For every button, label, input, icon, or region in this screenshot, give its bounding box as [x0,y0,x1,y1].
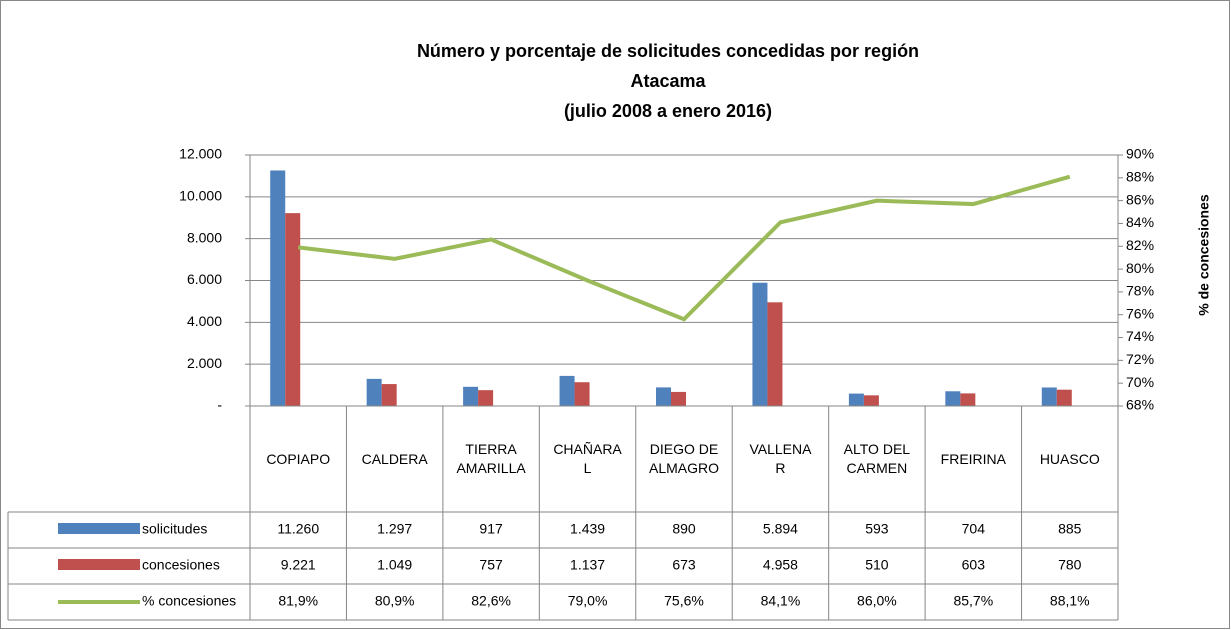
y2-axis-label: % de concesiones [1196,194,1212,316]
y2-tick-label: 76% [1126,305,1154,321]
bar [767,302,783,406]
bar [463,386,479,406]
category-cell: FREIRINA [940,450,1006,467]
table-value: 1.049 [377,557,412,573]
category-cell: TIERRA AMARILLA [456,441,526,476]
table-value: 9.221 [281,557,316,573]
table-value: 1.137 [570,557,605,573]
y2-tick-label: 90% [1126,146,1154,162]
x-tick-label: DIEGO DE ALMAGRO [648,441,719,476]
y2-tick-label: 80% [1126,260,1154,276]
category-cell: DIEGO DE ALMAGRO [648,441,719,476]
y2-tick-label: 88% [1126,169,1154,185]
y2-tick-label: 74% [1126,328,1154,344]
table-value: 593 [865,521,889,537]
y-tick-label: 10.000 [179,188,222,204]
legend-label: solicitudes [142,521,207,537]
table-value: 885 [1058,521,1082,537]
y2-tick-label: 68% [1126,397,1154,413]
table-value: 917 [479,521,503,537]
legend-label: % concesiones [142,593,236,609]
table-value: 85,7% [953,593,993,609]
y2-tick-label: 70% [1126,374,1154,390]
bar [752,282,768,406]
y-tick-label: 2.000 [187,355,222,371]
y2-tick-label: 82% [1126,237,1154,253]
table-value: 81,9% [278,593,318,609]
bar [559,375,575,406]
x-tick-label: VALLENAR [749,441,812,476]
y-tick-label: 4.000 [187,313,222,329]
category-cell: HUASCO [1039,450,1100,467]
y2-tick-label: 78% [1126,283,1154,299]
line-series [297,174,1071,322]
bar [848,393,864,406]
bar [1056,389,1072,406]
y-tick-label: 6.000 [187,271,222,287]
category-cell: CALDERA [361,450,428,467]
x-tick-label: COPIAPO [266,450,331,467]
bar [656,387,671,406]
table-value: 79,0% [568,593,608,609]
table-value: 510 [865,557,889,573]
legend-key [58,559,140,570]
x-tick-label: FREIRINA [940,450,1006,467]
category-cell: COPIAPO [266,450,331,467]
bar [671,391,686,406]
bar [1041,387,1057,406]
bar [381,384,397,406]
bar [366,378,382,406]
table-value: 704 [962,521,986,537]
category-cell: ALTO DEL CARMEN [843,441,911,476]
table-value: 11.260 [277,521,319,537]
table-value: 88,1% [1050,593,1090,609]
table-value: 780 [1058,557,1082,573]
y-tick-label: 12.000 [179,146,222,162]
table-value: 80,9% [375,593,415,609]
y-tick-label: - [217,397,222,413]
table-value: 1.439 [570,521,605,537]
chart-title: (julio 2008 a enero 2016) [564,101,772,121]
x-tick-label: CHAÑARAL [553,441,622,476]
bar [960,393,976,406]
table-value: 84,1% [761,593,801,609]
table-value: 1.297 [377,521,412,537]
table-value: 75,6% [664,593,704,609]
y-tick-label: 8.000 [187,229,222,245]
table-value: 757 [479,557,503,573]
y2-tick-label: 84% [1126,214,1154,230]
chart-title: Atacama [630,71,706,91]
x-tick-label: ALTO DEL CARMEN [843,441,911,476]
y2-tick-label: 86% [1126,191,1154,207]
bar [945,391,961,406]
table-value: 603 [962,557,986,573]
table-value: 890 [672,521,696,537]
table-value: 82,6% [471,593,511,609]
bar [574,382,590,406]
legend-label: concesiones [142,557,220,573]
category-cell: CHAÑARAL [553,441,622,476]
chart-title: Número y porcentaje de solicitudes conce… [417,41,919,61]
x-tick-label: CALDERA [361,450,428,467]
bar [285,213,301,406]
category-cell: VALLENAR [749,441,812,476]
bar [270,170,286,406]
x-tick-label: HUASCO [1039,450,1100,467]
bar [478,390,494,406]
table-value: 4.958 [763,557,798,573]
y2-tick-label: 72% [1126,351,1154,367]
table-value: 5.894 [763,521,798,537]
table-value: 673 [672,557,696,573]
table-value: 86,0% [857,593,897,609]
x-tick-label: TIERRA AMARILLA [456,441,526,476]
bar [863,395,879,406]
legend-key [58,523,140,534]
